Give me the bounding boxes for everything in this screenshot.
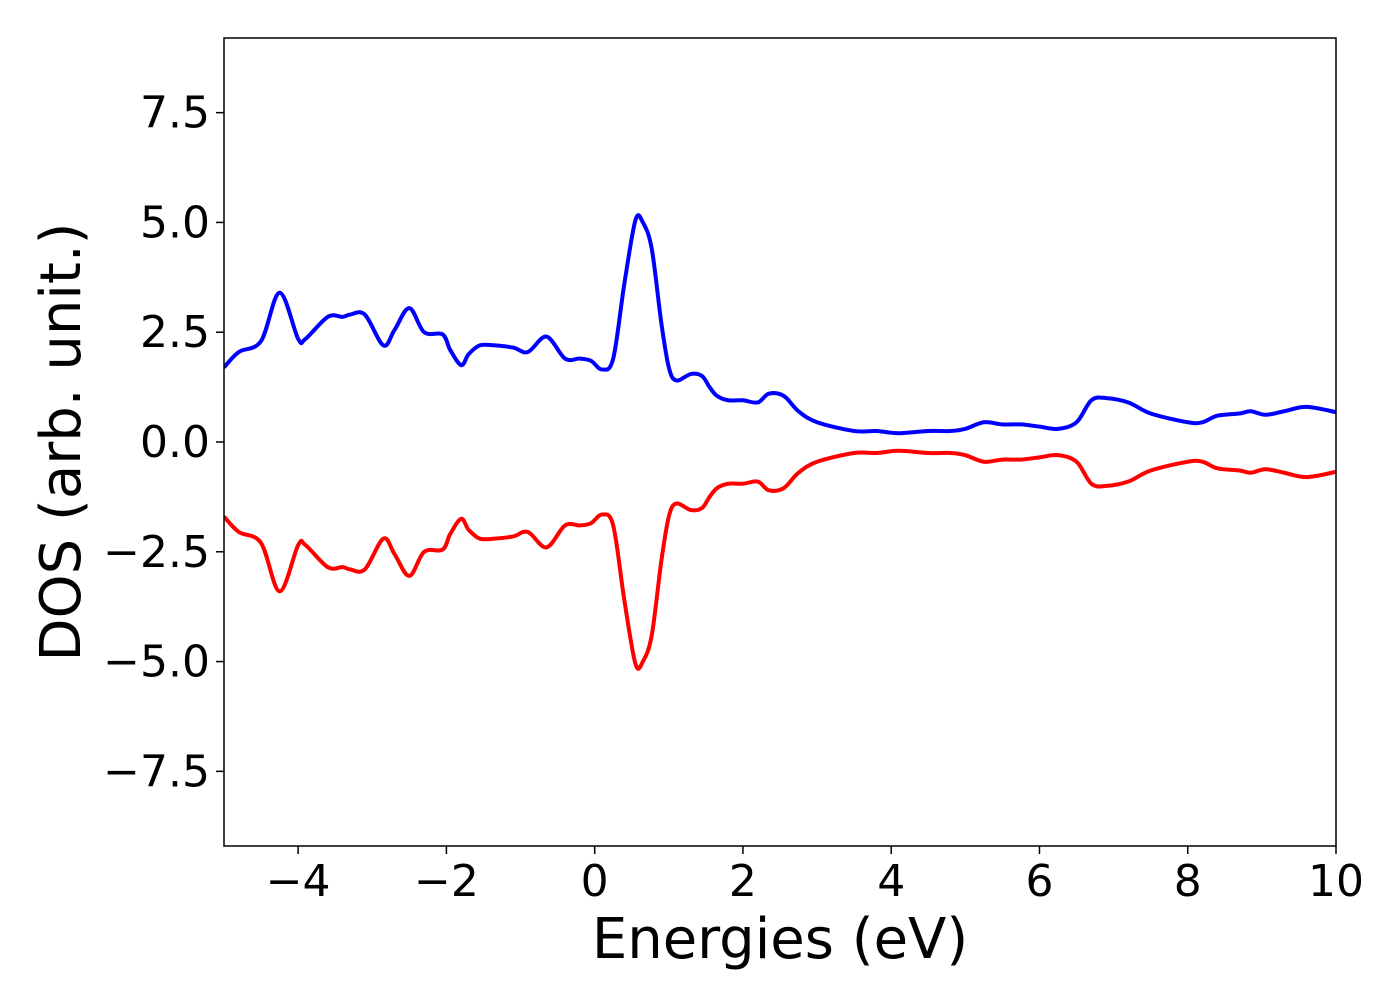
series-line-spin-up [224, 213, 1336, 436]
x-tick-label: 8 [1174, 856, 1202, 907]
x-tick-label: −4 [266, 856, 331, 907]
x-axis-ticks: −4 −2 0 2 4 6 8 10 [266, 846, 1364, 907]
y-tick-label: 7.5 [140, 88, 210, 139]
y-tick-label: −7.5 [103, 746, 210, 797]
y-axis-ticks: −7.5 −5.0 −2.5 0.0 2.5 5.0 7.5 [103, 88, 224, 797]
y-tick-label: −5.0 [103, 637, 210, 688]
y-tick-label: 2.5 [140, 307, 210, 358]
y-tick-label: −2.5 [103, 527, 210, 578]
series-layer [224, 213, 1336, 671]
x-tick-label: 10 [1308, 856, 1364, 907]
y-tick-label: 0.0 [140, 417, 210, 468]
series-line-spin-down [224, 448, 1336, 671]
y-axis-label: DOS (arb. unit.) [29, 222, 94, 661]
x-tick-label: 0 [581, 856, 609, 907]
x-tick-label: 6 [1025, 856, 1053, 907]
x-tick-label: −2 [414, 856, 479, 907]
x-tick-label: 4 [877, 856, 905, 907]
x-axis-label: Energies (eV) [592, 907, 968, 972]
y-tick-label: 5.0 [140, 197, 210, 248]
x-tick-label: 2 [729, 856, 757, 907]
